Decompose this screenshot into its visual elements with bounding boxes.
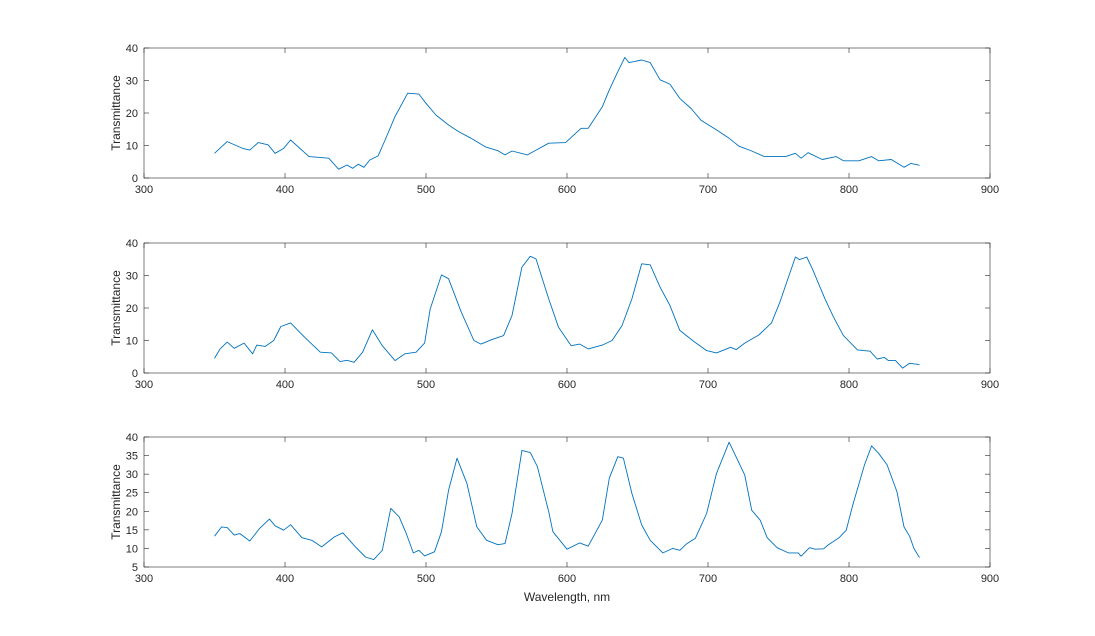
x-tick-label: 400 bbox=[276, 573, 294, 585]
y-tick-label: 10 bbox=[126, 543, 138, 555]
x-tick-label: 600 bbox=[558, 379, 576, 391]
x-tick-label: 500 bbox=[417, 184, 435, 196]
x-tick-label: 700 bbox=[699, 573, 717, 585]
y-tick-label: 10 bbox=[126, 141, 138, 153]
y-tick-label: 40 bbox=[126, 43, 138, 55]
x-tick-label: 900 bbox=[981, 184, 999, 196]
y-tick-label: 20 bbox=[126, 506, 138, 518]
y-tick-label: 30 bbox=[126, 469, 138, 481]
subplot-2: 300 400 500 600 700 800 900 0 10 20 30 40 Transmitta… bbox=[109, 238, 999, 391]
x-tick-label: 400 bbox=[276, 184, 294, 196]
y-tick-label: 20 bbox=[126, 108, 138, 120]
y-tick-label: 40 bbox=[126, 432, 138, 444]
x-tick-label: 400 bbox=[276, 379, 294, 391]
x-tick-label: 300 bbox=[135, 573, 153, 585]
y-tick-label: 10 bbox=[126, 336, 138, 348]
y-tick-label: 25 bbox=[126, 488, 138, 500]
y-axis-label: Transmittance bbox=[109, 75, 123, 151]
y-tick-label: 0 bbox=[132, 173, 138, 185]
y-tick-label: 20 bbox=[126, 303, 138, 315]
x-tick-label: 600 bbox=[558, 184, 576, 196]
y-tick-label: 5 bbox=[132, 562, 138, 574]
y-tick-label: 35 bbox=[126, 451, 138, 463]
y-tick-label: 15 bbox=[126, 525, 138, 537]
x-tick-label: 600 bbox=[558, 573, 576, 585]
subplot-3: 300 400 500 600 700 800 900 5 10 15 20 25 30 35 40 Tran… bbox=[109, 432, 999, 604]
x-tick-label: 800 bbox=[840, 379, 858, 391]
series-line bbox=[214, 56, 920, 170]
y-tick-label: 30 bbox=[126, 271, 138, 283]
subplot-1: 300 400 500 600 700 800 900 0 10 20 30 40 Transmitta… bbox=[109, 43, 999, 196]
x-tick-label: 300 bbox=[135, 184, 153, 196]
x-tick-label: 900 bbox=[981, 573, 999, 585]
x-tick-label: 800 bbox=[840, 573, 858, 585]
x-tick-label: 500 bbox=[417, 379, 435, 391]
x-axis-label: Wavelength, nm bbox=[524, 590, 610, 604]
x-tick-label: 800 bbox=[840, 184, 858, 196]
y-axis-label: Transmittance bbox=[109, 464, 123, 540]
axes-box bbox=[143, 47, 991, 179]
y-tick-label: 40 bbox=[126, 238, 138, 250]
axes-box bbox=[143, 242, 991, 374]
x-tick-label: 700 bbox=[699, 184, 717, 196]
series-line bbox=[214, 255, 920, 369]
x-tick-label: 500 bbox=[417, 573, 435, 585]
axes-box bbox=[143, 436, 991, 568]
x-tick-label: 900 bbox=[981, 379, 999, 391]
x-tick-label: 700 bbox=[699, 379, 717, 391]
y-tick-label: 30 bbox=[126, 76, 138, 88]
series-line bbox=[214, 441, 920, 561]
x-tick-label: 300 bbox=[135, 379, 153, 391]
y-tick-label: 0 bbox=[132, 368, 138, 380]
y-axis-label: Transmittance bbox=[109, 270, 123, 346]
